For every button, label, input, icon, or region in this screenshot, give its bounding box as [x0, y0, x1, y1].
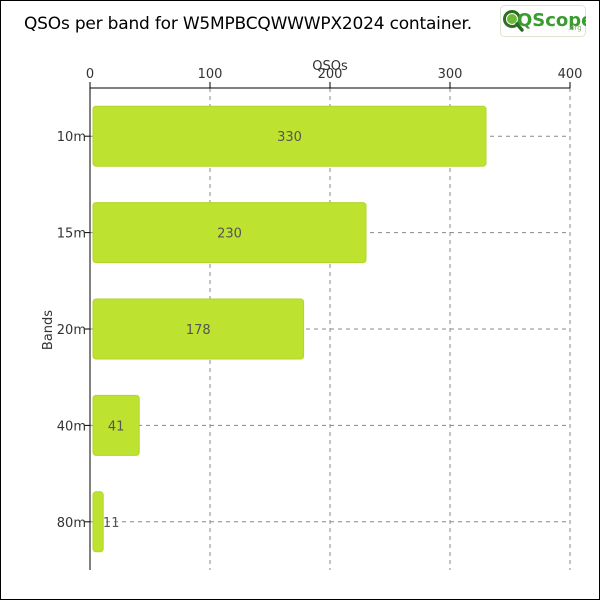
- x-tick-label: 0: [86, 67, 94, 82]
- data-label-15m: 230: [217, 227, 242, 242]
- x-tick-label: 300: [438, 67, 463, 82]
- x-tick-label: 400: [558, 67, 583, 82]
- data-label-10m: 330: [277, 130, 302, 145]
- logo-suffix: .org: [568, 24, 582, 32]
- chart-title: QSOs per band for W5MPBCQWWWPX2024 conta…: [24, 14, 472, 34]
- axes-layer: 0 100 200 300 400 10m 15m 20m 40m 80m: [57, 67, 583, 570]
- bar-80m: [92, 491, 104, 553]
- y-tick-label: 40m: [57, 419, 86, 434]
- y-axis-label: Bands: [41, 310, 56, 350]
- bar-10m: [92, 105, 487, 167]
- y-tick-label: 10m: [57, 130, 86, 145]
- qscope-logo: QScope .org: [500, 5, 586, 37]
- bar-40m: [92, 394, 140, 456]
- x-tick-label: 100: [198, 67, 223, 82]
- y-tick-label: 80m: [57, 516, 86, 531]
- x-tick-label: 200: [318, 67, 343, 82]
- bar-20m: [92, 298, 305, 360]
- data-label-20m: 178: [186, 323, 211, 338]
- y-tick-label: 20m: [57, 323, 86, 338]
- data-label-40m: 41: [108, 419, 125, 434]
- logo-text: QScope: [517, 10, 586, 31]
- bar-15m: [92, 202, 367, 264]
- x-axis-label: QSOs: [312, 59, 348, 74]
- y-tick-label: 15m: [57, 227, 86, 242]
- bars-layer: 330 230 178 41 11: [92, 105, 487, 553]
- data-label-80m: 11: [103, 516, 120, 531]
